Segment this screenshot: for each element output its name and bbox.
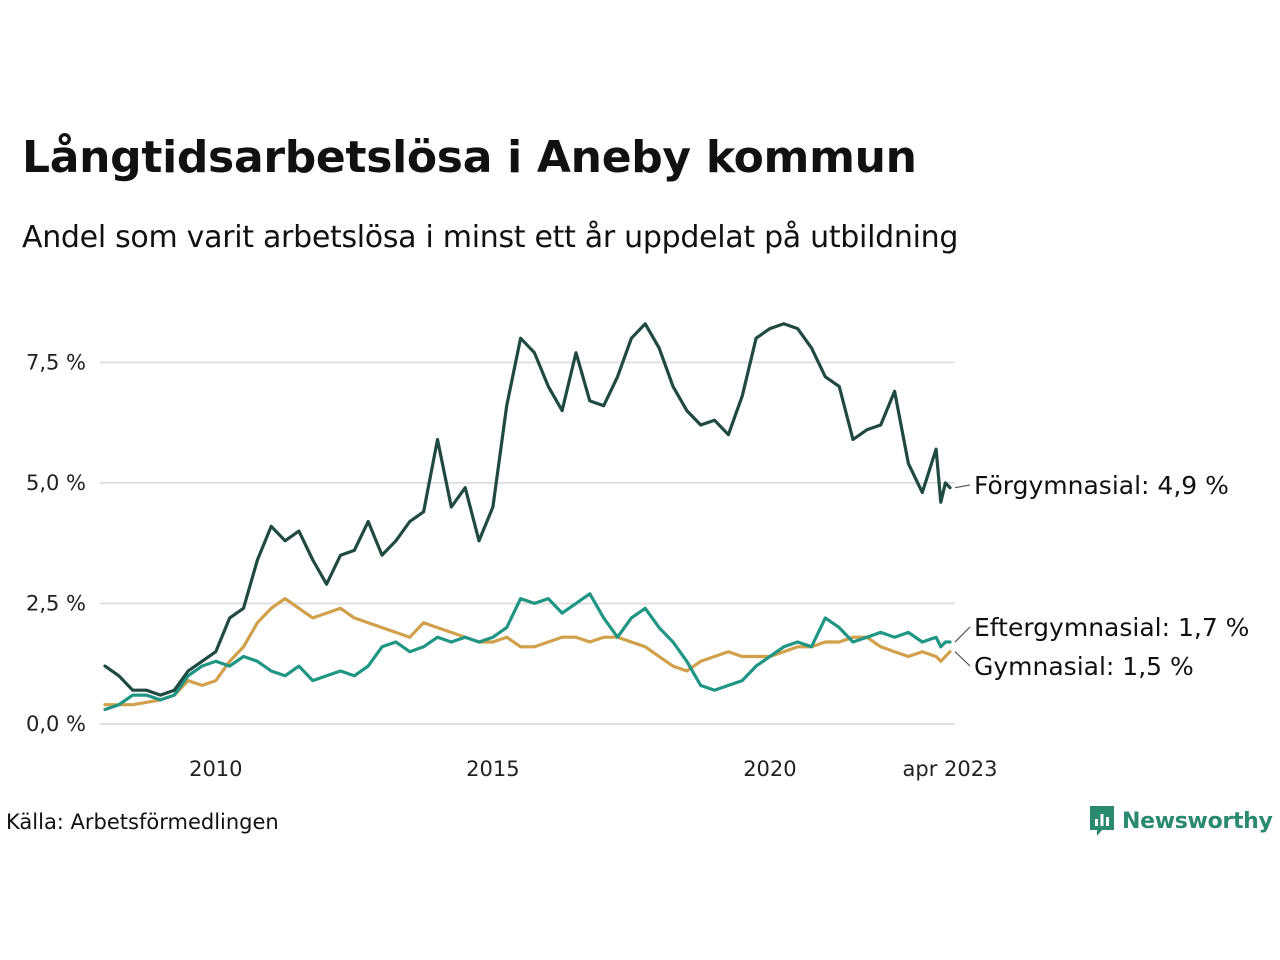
series-end-label-eftergymnasial: Eftergymnasial: 1,7 % — [974, 613, 1249, 642]
x-tick-label: 2015 — [466, 757, 519, 781]
chart-subtitle: Andel som varit arbetslösa i minst ett å… — [22, 220, 959, 255]
source-note: Källa: Arbetsförmedlingen — [6, 810, 279, 834]
y-tick-label: 7,5 % — [26, 350, 86, 374]
newsworthy-logo-icon — [1090, 806, 1114, 836]
x-tick-label: 2010 — [189, 757, 242, 781]
x-tick-label: apr 2023 — [903, 757, 998, 781]
y-tick-label: 0,0 % — [26, 712, 86, 736]
chart-title: Långtidsarbetslösa i Aneby kommun — [22, 132, 917, 183]
newsworthy-logo: Newsworthy — [1088, 804, 1273, 838]
brand-name: Newsworthy — [1122, 808, 1273, 834]
leader-line-förgymnasial — [954, 484, 971, 489]
x-tick-label: 2020 — [743, 757, 796, 781]
leader-line-gymnasial — [954, 651, 971, 667]
leader-line-eftergymnasial — [954, 626, 971, 643]
series-line-eftergymnasial — [103, 592, 952, 712]
series-line-gymnasial — [103, 597, 952, 707]
y-tick-label: 2,5 % — [26, 591, 86, 615]
series-end-label-förgymnasial: Förgymnasial: 4,9 % — [974, 471, 1229, 500]
y-tick-label: 5,0 % — [26, 471, 86, 495]
series-line-förgymnasial — [103, 322, 952, 697]
series-end-label-gymnasial: Gymnasial: 1,5 % — [974, 652, 1194, 681]
